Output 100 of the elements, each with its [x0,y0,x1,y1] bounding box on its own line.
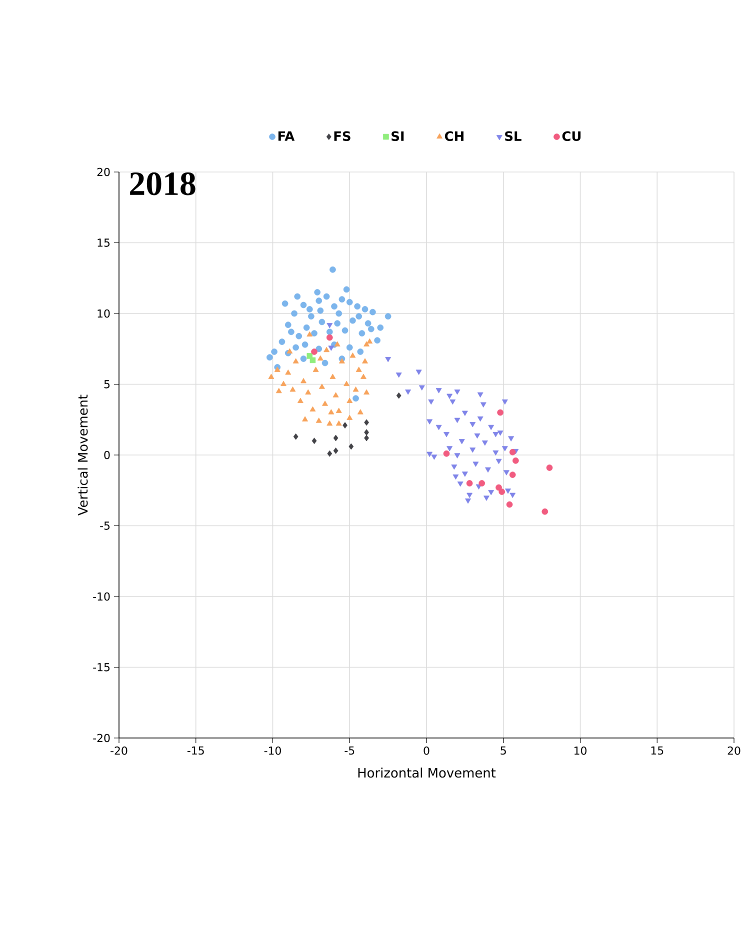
point [280,380,286,386]
point [333,434,338,442]
y-tick-label: -20 [93,734,110,742]
legend-label: CH [444,131,464,142]
y-tick-label: -15 [93,663,110,672]
point [328,409,334,414]
point [446,446,453,452]
point [492,432,499,438]
point [314,289,321,296]
point [444,432,450,438]
point [480,402,486,408]
point [326,328,333,336]
x-tick-label: 0 [424,746,430,755]
point [364,419,369,426]
y-tick-label: 10 [98,309,110,318]
point [290,386,296,392]
point [322,360,328,366]
point [302,341,308,348]
point [305,389,312,395]
point [364,389,370,395]
point [374,337,380,344]
point [509,448,516,456]
point [488,424,494,430]
point [342,422,348,428]
point [446,394,453,399]
point [405,390,412,395]
point [364,434,369,442]
point [342,327,348,334]
point [302,416,308,422]
point [350,352,356,358]
legend-label: CU [562,131,581,142]
point [385,356,392,362]
point [311,348,318,355]
point [377,324,384,331]
point [326,334,333,341]
point [292,358,299,364]
point [496,458,502,464]
point [368,326,374,332]
point [300,302,307,308]
point [436,388,442,394]
point [323,293,330,300]
point [508,436,514,442]
point [328,346,334,351]
point [506,501,513,508]
point [364,320,372,327]
legend-label: FS [334,131,350,142]
x-tick-label: -10 [264,746,281,755]
point [312,438,317,444]
x-tick-label: -20 [110,746,128,755]
point [286,348,293,354]
point [268,374,274,379]
point [477,392,484,398]
point [364,341,370,346]
point [271,348,278,355]
point [282,300,288,307]
point [336,310,342,317]
point [317,355,324,361]
point [276,388,282,394]
point [293,433,298,440]
y-tick-label: 0 [104,450,110,460]
point [452,474,459,480]
x-tick-label: -5 [344,746,354,755]
point [348,443,354,450]
point [326,323,333,328]
point [274,366,280,372]
point [278,338,286,345]
point [462,472,468,477]
point [472,462,479,467]
point [306,306,313,312]
point [357,348,364,355]
x-tick-label: 20 [728,746,740,755]
point [488,490,494,496]
y-tick-label: -10 [93,592,110,601]
point [416,370,422,375]
point [297,398,304,404]
point [384,313,392,320]
point [502,399,508,405]
point [318,384,325,389]
y-tick-label: -5 [100,522,110,530]
y-tick-label: 20 [97,168,110,176]
point [470,448,476,453]
point [436,424,442,430]
point [497,430,504,436]
point [327,450,332,457]
point [334,320,341,327]
point [352,386,359,392]
point [482,440,488,446]
point [396,372,402,378]
point [338,296,346,303]
point [418,385,425,390]
point [426,419,433,424]
point [316,346,322,352]
point [354,303,361,310]
point [358,330,366,336]
point [324,346,330,352]
point [317,307,324,314]
y-axis-title: Vertical Movement [78,394,88,516]
point [316,418,322,423]
point [426,452,433,457]
point [336,408,342,413]
